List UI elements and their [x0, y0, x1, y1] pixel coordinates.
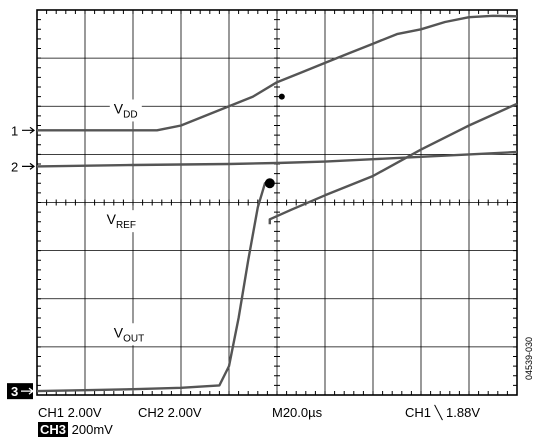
trace-vdd [37, 14, 518, 132]
ch2-scale: CH2 2.00V [138, 405, 202, 420]
label-vout: VOUT [114, 324, 144, 344]
ch3-row: CH3 200mV [38, 422, 113, 437]
figure-id: 04539-030 [524, 336, 534, 380]
label-vdd: VDD [114, 100, 138, 120]
graticule [36, 9, 518, 396]
channel-markers: 1 2 3 [7, 123, 35, 400]
marker-arrow-3 [21, 387, 35, 395]
trace-vout [36, 182, 270, 393]
trace-vref [36, 150, 518, 168]
label-vref: VREF [107, 211, 136, 231]
ch3-badge: CH3 [38, 422, 69, 437]
marker-label-2: 2 [11, 159, 18, 174]
timebase: M20.0µs [272, 405, 323, 420]
marker-label-3: 3 [11, 384, 18, 399]
marker-bg-3 [7, 383, 33, 400]
ch1-scale: CH1 2.00V [38, 405, 102, 420]
label-bg-vdd [109, 99, 142, 122]
marker-arrow-2 [22, 162, 35, 170]
trigger-setting: CH1 ╲ 1.88V [405, 405, 481, 420]
label-bg-vref [102, 210, 144, 233]
traces [36, 14, 518, 393]
marker-arrow-1 [22, 126, 35, 134]
trace-vref-ramp [268, 102, 518, 225]
cursor-dot [264, 178, 275, 189]
label-bg-vout [109, 323, 151, 346]
trigger-marker [278, 93, 285, 100]
ch3-scale: 200mV [71, 422, 113, 437]
marker-label-1: 1 [11, 123, 18, 138]
trace-labels: VDD VREF VOUT [102, 99, 151, 346]
